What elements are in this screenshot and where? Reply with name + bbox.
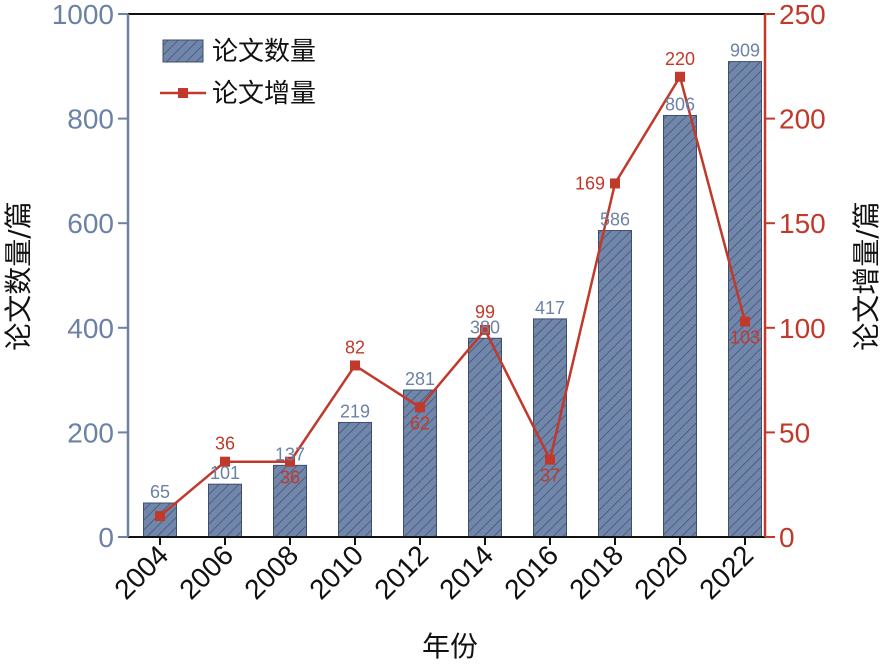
left-tick-label: 800 bbox=[67, 104, 114, 135]
x-tick-label: 2016 bbox=[498, 539, 564, 605]
bar-value-label: 417 bbox=[535, 298, 565, 318]
x-tick-label: 2004 bbox=[108, 539, 174, 605]
right-tick-label: 50 bbox=[779, 417, 810, 448]
bar-value-label: 101 bbox=[210, 463, 240, 483]
line-point bbox=[480, 324, 490, 335]
left-tick-label: 1000 bbox=[52, 0, 114, 30]
x-axis-title: 年份 bbox=[422, 630, 478, 663]
x-tick-label: 2010 bbox=[303, 539, 369, 605]
x-tick-label: 2022 bbox=[693, 539, 759, 605]
x-tick-label: 2006 bbox=[173, 539, 239, 605]
line-point bbox=[545, 454, 555, 465]
line-value-label: 82 bbox=[345, 337, 365, 357]
line-point bbox=[155, 511, 165, 522]
line-value-label: 103 bbox=[730, 328, 760, 348]
bar-value-labels: 65 101 137 219 281 380 417 586 806 909 bbox=[150, 41, 760, 502]
line-layer bbox=[155, 71, 750, 522]
legend: 论文数量 论文增量 bbox=[160, 37, 316, 109]
right-tick-label: 0 bbox=[779, 522, 795, 553]
legend-line-marker bbox=[178, 88, 188, 98]
bar-value-label: 909 bbox=[730, 41, 760, 61]
x-tick-label: 2008 bbox=[238, 539, 304, 605]
line-point bbox=[285, 456, 295, 467]
bar bbox=[533, 318, 567, 538]
right-axis-ticks: 0 50 100 150 200 250 bbox=[765, 0, 826, 553]
bar bbox=[728, 61, 762, 538]
line-value-label: 37 bbox=[540, 466, 560, 486]
legend-bar-label: 论文数量 bbox=[212, 37, 316, 67]
x-tick-label: 2018 bbox=[563, 539, 629, 605]
bar bbox=[663, 114, 697, 538]
line-point bbox=[675, 71, 685, 82]
line-value-label: 99 bbox=[475, 302, 495, 322]
line-point bbox=[350, 360, 360, 371]
x-axis-ticks: 2004 2006 2008 2010 2012 2014 2016 2018 2020 2022 bbox=[108, 537, 759, 605]
bar-value-label: 380 bbox=[470, 317, 500, 337]
x-tick-label: 2020 bbox=[628, 539, 694, 605]
bar-value-label: 65 bbox=[150, 482, 170, 502]
line-point bbox=[220, 456, 230, 467]
left-tick-label: 200 bbox=[67, 417, 114, 448]
line-value-label: 220 bbox=[665, 49, 695, 69]
legend-bar-swatch bbox=[162, 39, 204, 63]
bar-value-label: 586 bbox=[600, 210, 630, 230]
left-tick-label: 600 bbox=[67, 208, 114, 239]
line-point bbox=[740, 316, 750, 327]
bar-value-label: 137 bbox=[275, 444, 305, 464]
x-tick-label: 2014 bbox=[433, 539, 499, 605]
line-value-labels: 36 36 82 62 99 37 169 220 103 bbox=[215, 49, 760, 488]
bar bbox=[338, 421, 372, 538]
legend-line-label: 论文增量 bbox=[212, 79, 316, 109]
bar-value-label: 219 bbox=[340, 401, 370, 421]
bar bbox=[598, 230, 632, 538]
line-value-label: 36 bbox=[280, 468, 300, 488]
bar bbox=[208, 483, 242, 538]
line-value-label: 36 bbox=[215, 434, 235, 454]
bar bbox=[468, 337, 502, 538]
line-point bbox=[610, 178, 620, 189]
right-tick-label: 100 bbox=[779, 313, 826, 344]
line-value-label: 62 bbox=[410, 413, 430, 433]
bars-layer bbox=[143, 61, 762, 538]
left-axis-title: 论文数量/篇 bbox=[2, 201, 35, 350]
bar-value-label: 806 bbox=[665, 94, 695, 114]
right-axis-title: 论文增量/篇 bbox=[850, 201, 883, 350]
x-tick-label: 2012 bbox=[368, 539, 434, 605]
line-point bbox=[415, 402, 425, 413]
line-series bbox=[159, 73, 747, 518]
line-value-label: 169 bbox=[575, 173, 605, 193]
right-tick-label: 250 bbox=[779, 0, 826, 30]
right-tick-label: 200 bbox=[779, 104, 826, 135]
left-tick-label: 0 bbox=[98, 522, 114, 553]
bar-value-label: 281 bbox=[405, 369, 435, 389]
right-tick-label: 150 bbox=[779, 208, 826, 239]
left-axis-ticks: 0 200 400 600 800 1000 bbox=[52, 0, 128, 553]
left-tick-label: 400 bbox=[67, 313, 114, 344]
